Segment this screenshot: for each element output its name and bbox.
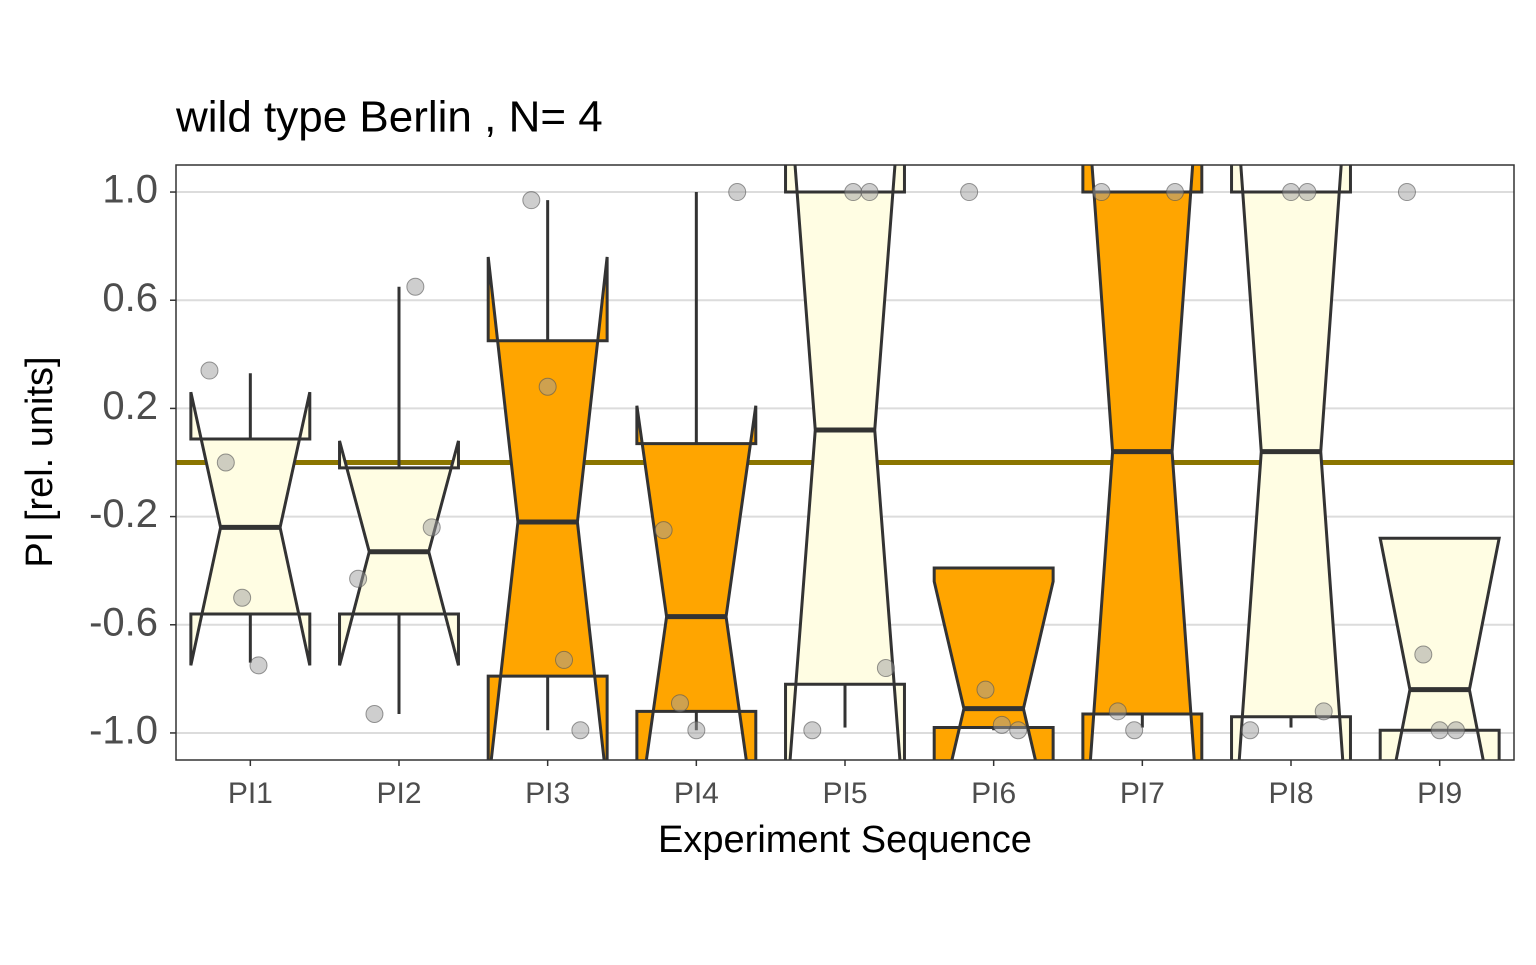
- data-point: [860, 183, 879, 202]
- data-point: [555, 650, 574, 669]
- x-tick-label: PI8: [1268, 777, 1313, 810]
- box: [486, 256, 609, 760]
- data-point: [422, 518, 441, 537]
- data-point: [249, 656, 268, 675]
- box: [1378, 536, 1501, 760]
- data-point: [844, 183, 863, 202]
- box: [1081, 165, 1204, 760]
- data-point: [670, 694, 689, 713]
- y-tick-label: -0.2: [89, 492, 158, 536]
- data-point: [1282, 183, 1300, 202]
- data-point: [538, 377, 557, 396]
- data-point: [960, 183, 979, 202]
- data-point: [1447, 721, 1466, 740]
- y-tick-label: 0.2: [102, 384, 158, 428]
- x-tick-label: PI2: [376, 777, 421, 810]
- data-point: [876, 659, 895, 678]
- data-point: [1430, 721, 1449, 740]
- y-tick-label: -0.6: [89, 600, 158, 644]
- data-point: [1397, 183, 1416, 202]
- x-tick-label: PI3: [525, 777, 570, 810]
- panel-border: [175, 164, 1515, 761]
- data-point: [1414, 645, 1433, 664]
- data-point: [1092, 183, 1111, 202]
- x-tick-label: PI9: [1417, 777, 1462, 810]
- chart-title: wild type Berlin , N= 4: [175, 93, 603, 142]
- data-point: [976, 680, 995, 699]
- data-point: [233, 588, 252, 607]
- box: [932, 566, 1055, 760]
- data-point: [654, 521, 673, 540]
- data-point: [1314, 702, 1333, 721]
- y-tick-label: 0.6: [102, 276, 158, 320]
- data-point: [1241, 721, 1260, 740]
- data-point: [728, 183, 747, 202]
- x-tick-label: PI1: [228, 777, 273, 810]
- x-tick-label: PI7: [1120, 777, 1165, 810]
- data-point: [571, 721, 590, 740]
- x-tick-label: PI5: [822, 777, 867, 810]
- data-point: [522, 191, 541, 210]
- data-point: [1298, 183, 1317, 202]
- data-point: [365, 705, 384, 724]
- data-point: [406, 277, 425, 296]
- data-point: [1125, 721, 1144, 740]
- y-tick-label: -1.0: [89, 709, 158, 753]
- x-tick-label: PI6: [971, 777, 1016, 810]
- data-point: [803, 721, 822, 740]
- x-axis-title: Experiment Sequence: [658, 819, 1032, 861]
- box: [1230, 165, 1352, 760]
- y-axis-title: PI [rel. units]: [19, 356, 61, 567]
- data-point: [1108, 702, 1127, 721]
- data-point: [349, 569, 368, 588]
- data-point: [1009, 721, 1028, 740]
- data-point: [687, 721, 706, 740]
- data-point: [216, 453, 235, 472]
- plot-area: [176, 165, 1514, 760]
- box: [635, 405, 758, 760]
- x-tick-label: PI4: [674, 777, 719, 810]
- data-point: [200, 361, 219, 380]
- box: [784, 165, 906, 760]
- data-point: [1166, 183, 1185, 202]
- y-tick-label: 1.0: [102, 168, 158, 212]
- data-point: [992, 715, 1011, 734]
